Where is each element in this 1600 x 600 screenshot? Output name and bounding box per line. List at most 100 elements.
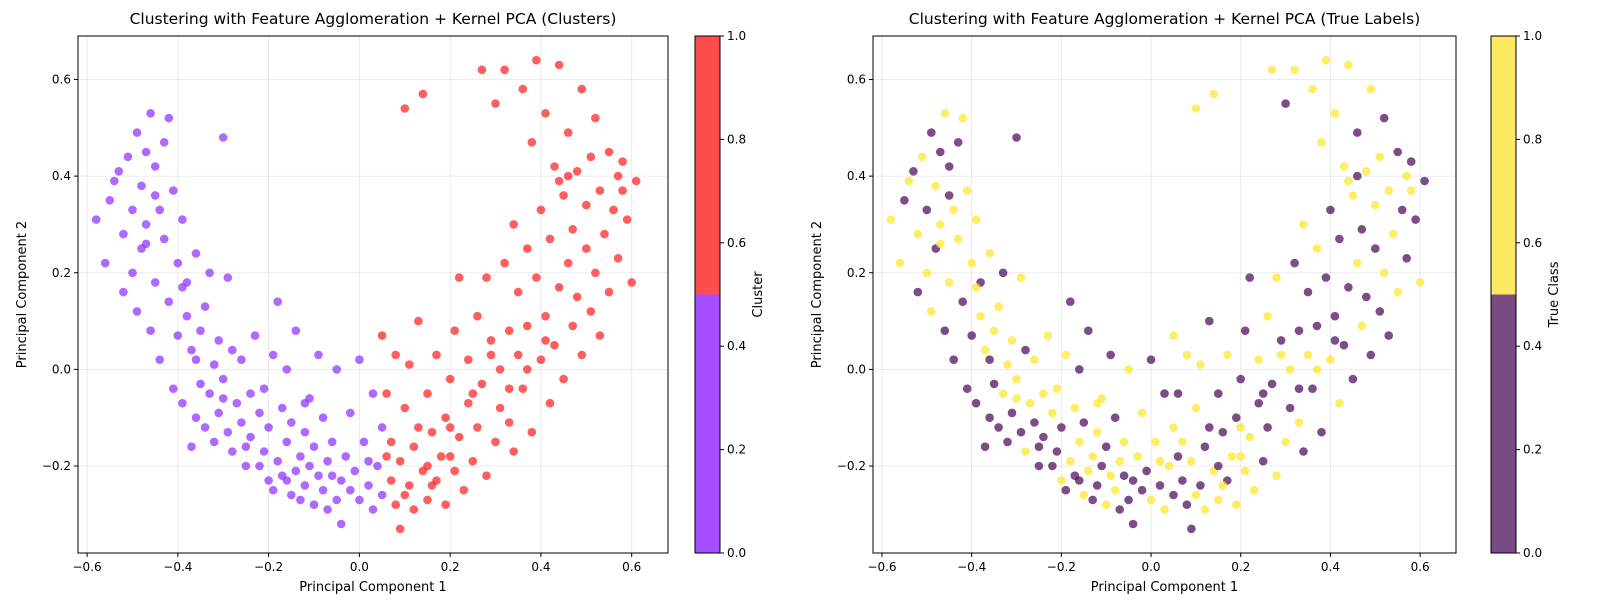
data-point	[146, 109, 155, 118]
data-point	[318, 485, 328, 495]
data-point	[1191, 490, 1201, 500]
data-point	[1030, 355, 1039, 365]
true-labels-panel: Clustering with Feature Agglomeration + …	[810, 10, 1562, 595]
data-point	[927, 307, 936, 316]
data-point	[595, 186, 605, 195]
data-point	[1182, 350, 1192, 360]
colorbar-tick-label: 0.2	[1523, 443, 1542, 457]
data-point	[196, 326, 205, 336]
data-point	[477, 379, 487, 389]
data-point	[1182, 500, 1192, 510]
data-point	[255, 408, 264, 418]
data-point	[1348, 191, 1358, 200]
data-point	[464, 398, 473, 408]
data-point	[264, 476, 273, 485]
data-point	[332, 495, 342, 505]
data-point	[1092, 427, 1102, 437]
data-point	[1092, 481, 1102, 490]
data-point	[1160, 389, 1169, 398]
grid	[78, 36, 668, 553]
data-point	[913, 287, 923, 297]
data-point	[441, 500, 450, 510]
data-point	[427, 427, 437, 437]
data-point	[296, 495, 305, 505]
data-point	[382, 389, 391, 398]
data-point	[1411, 215, 1420, 224]
data-point	[364, 481, 373, 490]
data-point	[1003, 360, 1012, 369]
data-point	[1021, 447, 1030, 456]
data-point	[309, 442, 319, 452]
x-tick-label: −0.6	[867, 560, 896, 574]
data-point	[1218, 427, 1228, 437]
data-point	[1402, 171, 1411, 181]
data-point	[944, 191, 954, 200]
data-point	[1366, 84, 1376, 94]
data-point	[1371, 200, 1380, 210]
data-point	[1366, 350, 1376, 360]
data-point	[559, 191, 568, 200]
data-point	[1379, 268, 1389, 278]
data-point	[327, 437, 337, 447]
data-point	[953, 234, 963, 244]
x-tick-label: −0.6	[73, 560, 102, 574]
data-point	[1420, 176, 1429, 186]
data-point	[1106, 471, 1115, 481]
data-point	[1375, 307, 1385, 316]
clusters-panel: Clustering with Feature Agglomeration + …	[15, 10, 766, 595]
data-point	[1402, 253, 1411, 263]
data-point	[1110, 413, 1120, 423]
data-point	[1339, 162, 1349, 171]
data-point	[1101, 500, 1111, 510]
data-point	[1092, 398, 1102, 408]
colorbar-tick-label: 1.0	[727, 29, 746, 43]
data-point	[944, 278, 954, 287]
data-point	[1393, 147, 1402, 157]
x-axis-label: Principal Component 1	[1091, 580, 1238, 595]
data-point	[414, 316, 423, 326]
data-point	[886, 215, 896, 224]
data-point	[341, 452, 351, 461]
data-point	[1079, 418, 1089, 427]
data-point	[563, 128, 573, 137]
data-point	[1205, 316, 1214, 326]
colorbar-tick-label: 0.8	[1523, 132, 1542, 146]
data-point	[1312, 365, 1322, 374]
data-point	[173, 258, 183, 268]
data-point	[368, 389, 378, 398]
y-tick-label: −0.2	[42, 459, 71, 473]
data-point	[255, 461, 264, 471]
data-point	[159, 138, 169, 147]
data-point	[1267, 379, 1277, 389]
x-tick-label: −0.2	[1047, 560, 1076, 574]
data-point	[1353, 171, 1362, 181]
data-point	[128, 268, 137, 278]
y-axis-label: Principal Component 2	[810, 221, 825, 368]
x-tick-label: 0.0	[350, 560, 369, 574]
chart-title: Clustering with Feature Agglomeration + …	[130, 10, 617, 28]
data-point	[1070, 403, 1080, 413]
data-point	[468, 389, 478, 398]
y-tick-label: 0.2	[847, 266, 866, 280]
data-point	[164, 113, 174, 123]
data-point	[1214, 495, 1223, 505]
axes-frame	[77, 35, 669, 554]
data-point	[350, 466, 360, 476]
data-point	[141, 147, 151, 157]
data-point	[196, 379, 205, 389]
data-point	[414, 423, 423, 432]
data-point	[936, 239, 945, 249]
data-point	[909, 167, 918, 176]
data-point	[1016, 427, 1026, 437]
data-point	[1133, 452, 1142, 461]
data-point	[1281, 99, 1290, 108]
data-point	[1223, 350, 1232, 360]
data-point	[541, 311, 550, 321]
data-point	[1057, 476, 1066, 485]
data-point	[218, 394, 228, 403]
colorbar-label: True Class	[1547, 261, 1562, 328]
data-point	[382, 452, 391, 461]
data-point	[1191, 104, 1201, 113]
y-tick-label: 0.0	[847, 362, 866, 376]
data-point	[541, 109, 550, 118]
